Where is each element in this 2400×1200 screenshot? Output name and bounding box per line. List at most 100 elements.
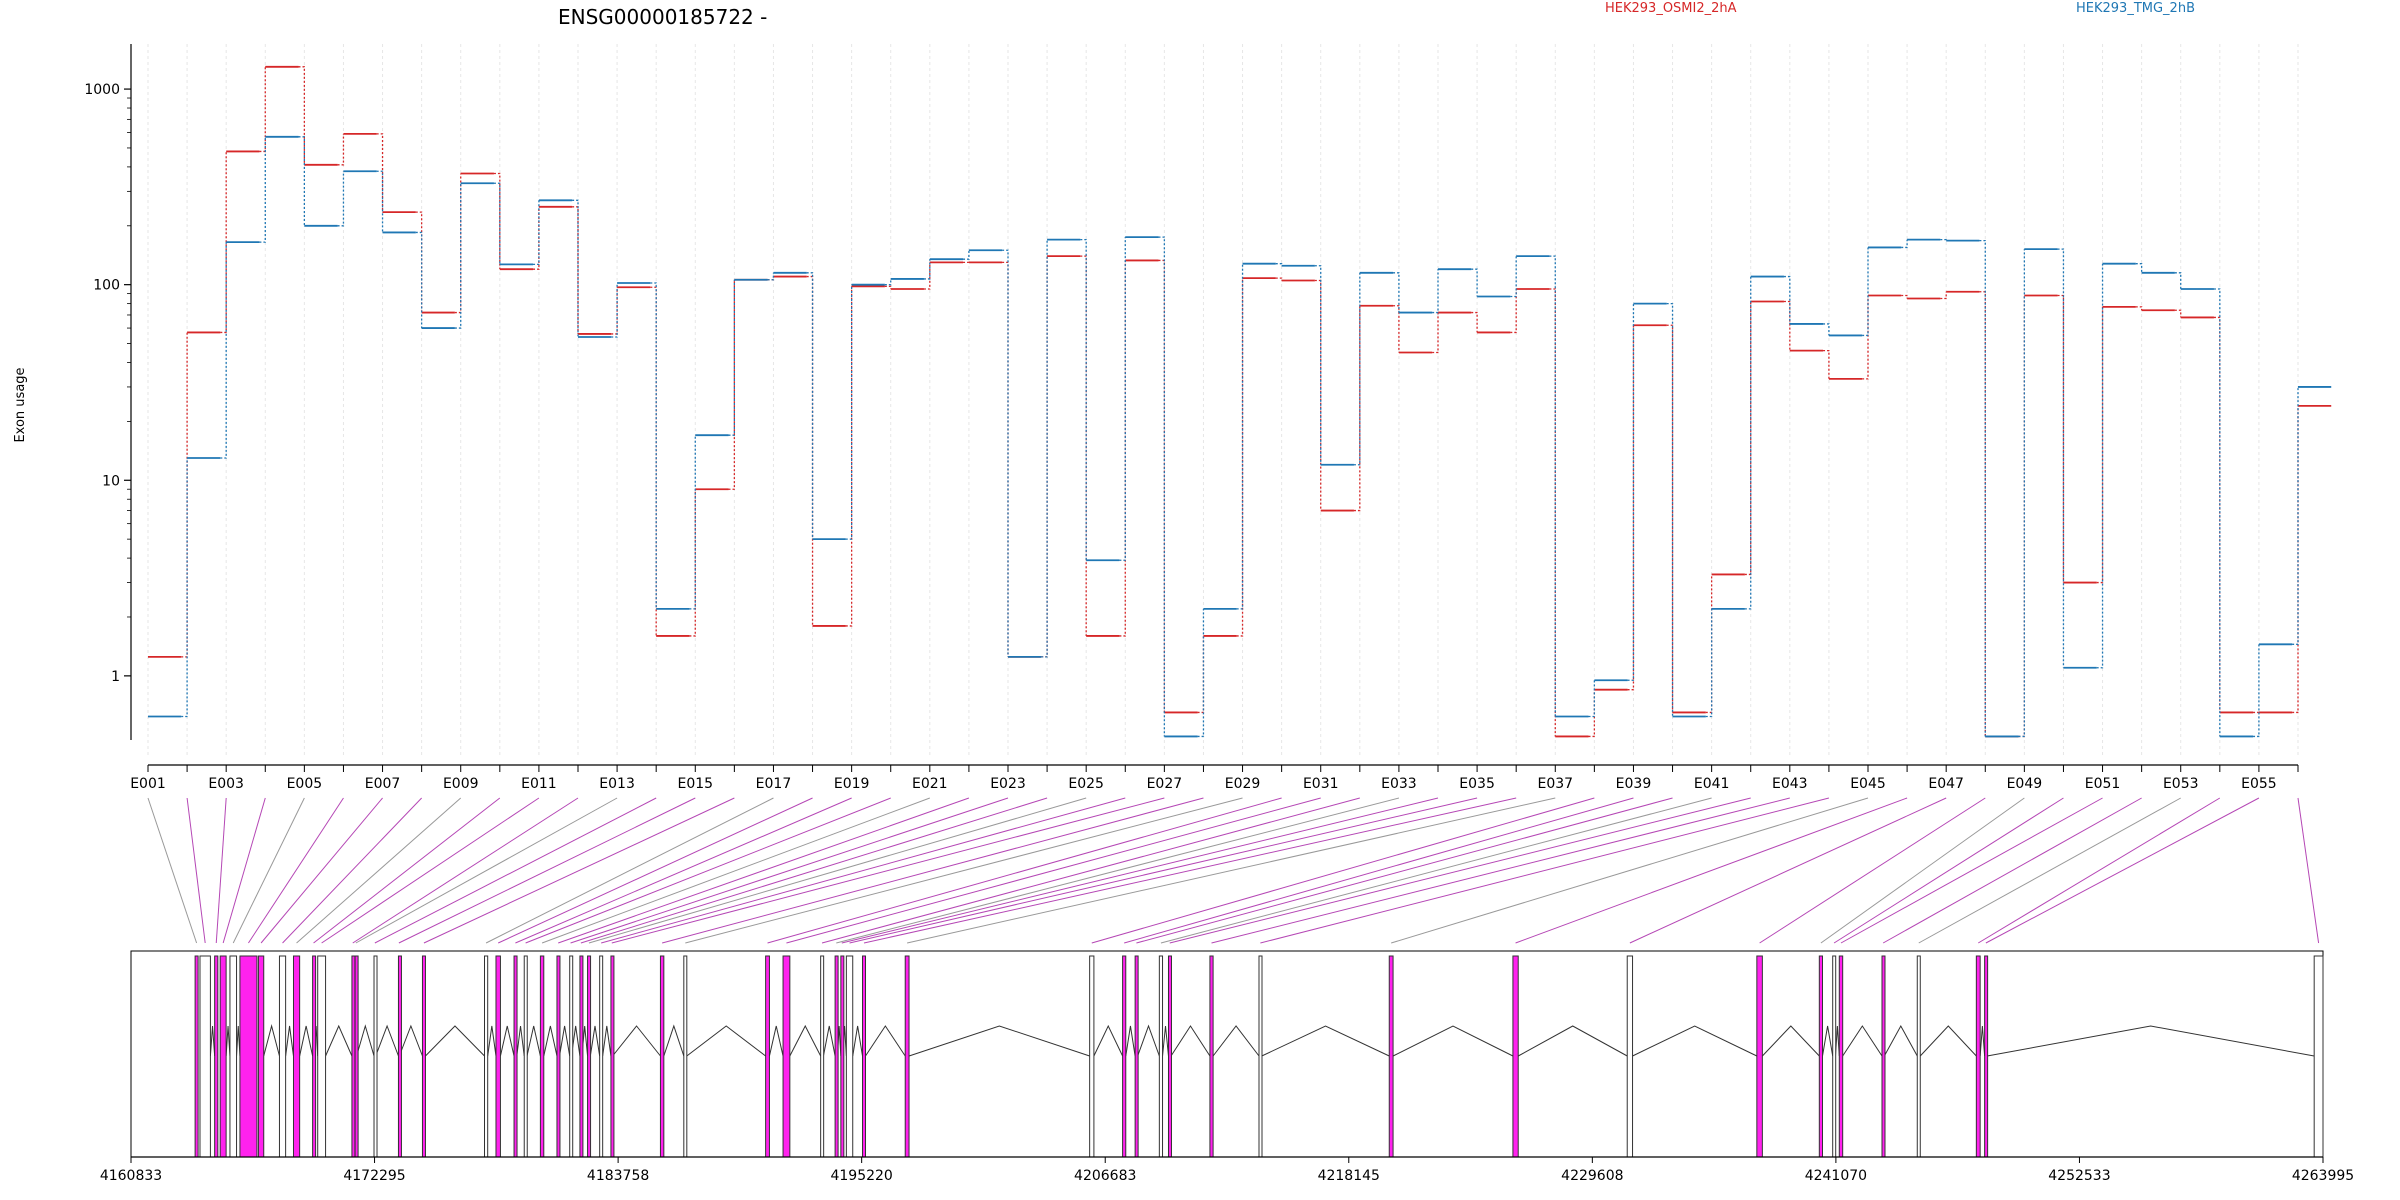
intron [686, 1025, 766, 1057]
intron [865, 1025, 906, 1057]
gene-exon-6 [239, 955, 258, 1158]
intron [299, 1025, 314, 1057]
connector-e031 [786, 797, 1321, 944]
connector-e035 [849, 797, 1478, 944]
connector-e014 [374, 797, 657, 944]
intron [852, 1025, 864, 1057]
exon-tick-label-e007: E007 [365, 776, 401, 792]
intron [1137, 1024, 1160, 1057]
connector-e016 [423, 797, 735, 944]
intron [263, 1024, 280, 1057]
intron [398, 1024, 423, 1057]
intron [285, 1025, 294, 1057]
connector-e047 [1629, 797, 1947, 944]
intron [356, 1024, 375, 1057]
connector-e008 [282, 797, 422, 944]
connector-e040 [1136, 797, 1673, 944]
genomic-tick-label-4172295: 4172295 [343, 1168, 405, 1184]
intron [1093, 1024, 1124, 1057]
gene-exon-38 [1089, 955, 1095, 1158]
gene-exon-50 [1832, 955, 1837, 1158]
connector-e010 [313, 797, 501, 944]
connector-e039 [1124, 797, 1634, 944]
gene-exon-36 [862, 955, 867, 1158]
gene-exon-33 [834, 955, 839, 1158]
connector-e002 [186, 797, 206, 944]
exon-tick-label-e055: E055 [2241, 776, 2277, 792]
genomic-tick-label-4160833: 4160833 [100, 1168, 162, 1184]
gene-exon-31 [782, 955, 791, 1158]
gene-exon-16 [421, 955, 426, 1158]
gene-exon-23 [569, 955, 574, 1158]
connector-e052 [1882, 797, 2142, 944]
connector-e050 [1833, 797, 2064, 944]
gene-exon-17 [484, 955, 489, 1158]
gene-exon-48 [1756, 955, 1763, 1158]
intron [559, 1025, 571, 1057]
connector-e030 [767, 797, 1282, 944]
chart-title: ENSG00000185722 - [558, 5, 767, 29]
exon-tick-label-e009: E009 [443, 776, 479, 792]
exon-tick-label-e043: E043 [1772, 776, 1808, 792]
genomic-tick-label-4241070: 4241070 [1805, 1168, 1867, 1184]
gene-exon-53 [1916, 955, 1921, 1158]
intron [1822, 1025, 1834, 1057]
intron [1125, 1025, 1136, 1057]
gene-exon-7 [257, 955, 265, 1158]
connector-e053 [1918, 797, 2181, 944]
genomic-tick-label-4263995: 4263995 [2292, 1168, 2354, 1184]
gene-exon-18 [495, 955, 501, 1158]
gene-exon-30 [765, 955, 770, 1158]
intron [375, 1024, 399, 1057]
gene-exon-5 [229, 955, 238, 1158]
legend-entry-osmi2: HEK293_OSMI2_2hA [1605, 1, 1737, 16]
intron [612, 1025, 661, 1057]
series-osmi2 [148, 65, 2332, 738]
gene-exon-2 [199, 955, 211, 1158]
connector-e032 [821, 797, 1360, 944]
exon-tick-label-e003: E003 [208, 776, 244, 792]
connector-e046 [1515, 797, 1908, 944]
intron [602, 1025, 612, 1057]
exon-gridlines [147, 44, 2299, 755]
connector-e024 [580, 797, 1048, 944]
intron [516, 1025, 525, 1057]
exon-tick-label-e013: E013 [599, 776, 635, 792]
exon-tick-label-e001: E001 [130, 776, 166, 792]
series-lines [148, 65, 2332, 738]
intron [209, 1025, 216, 1057]
connector-e003 [215, 797, 227, 944]
connector-e037 [907, 797, 1556, 944]
exon-tick-label-e039: E039 [1616, 776, 1652, 792]
intron [1919, 1025, 1977, 1057]
exon-tick-label-e031: E031 [1303, 776, 1339, 792]
genomic-tick-label-4218145: 4218145 [1318, 1168, 1380, 1184]
gene-exon-55 [1984, 955, 1989, 1158]
genomic-tick-label-4252533: 4252533 [2048, 1168, 2110, 1184]
intron [908, 1025, 1090, 1057]
intron [543, 1025, 558, 1057]
gene-exon-37 [904, 955, 910, 1158]
exon-axis: E001 E003 E005 E007 E009 E011 E013 E015 E017 E019… [130, 764, 2299, 792]
exon-tick-label-e011: E011 [521, 776, 557, 792]
gene-exon-15 [397, 955, 402, 1158]
gene-exon-28 [659, 955, 665, 1158]
intron [1392, 1025, 1514, 1057]
exon-tick-label-e019: E019 [834, 776, 870, 792]
connector-e006 [248, 797, 344, 944]
gene-exon-49 [1818, 955, 1824, 1158]
connector-e020 [525, 797, 891, 944]
connector-e054 [1977, 797, 2221, 944]
y-tick-label-100: 100 [93, 278, 120, 294]
intron [325, 1024, 353, 1057]
gene-exon-4 [219, 955, 227, 1158]
gene-exon-51 [1838, 955, 1844, 1158]
exon-tick-label-e041: E041 [1694, 776, 1730, 792]
exon-tick-label-e035: E035 [1459, 776, 1495, 792]
intron [789, 1024, 822, 1057]
exon-tick-label-e029: E029 [1225, 776, 1261, 792]
exon-tick-label-e015: E015 [677, 776, 713, 792]
intron [1632, 1025, 1758, 1057]
gene-exon-27 [610, 955, 615, 1158]
